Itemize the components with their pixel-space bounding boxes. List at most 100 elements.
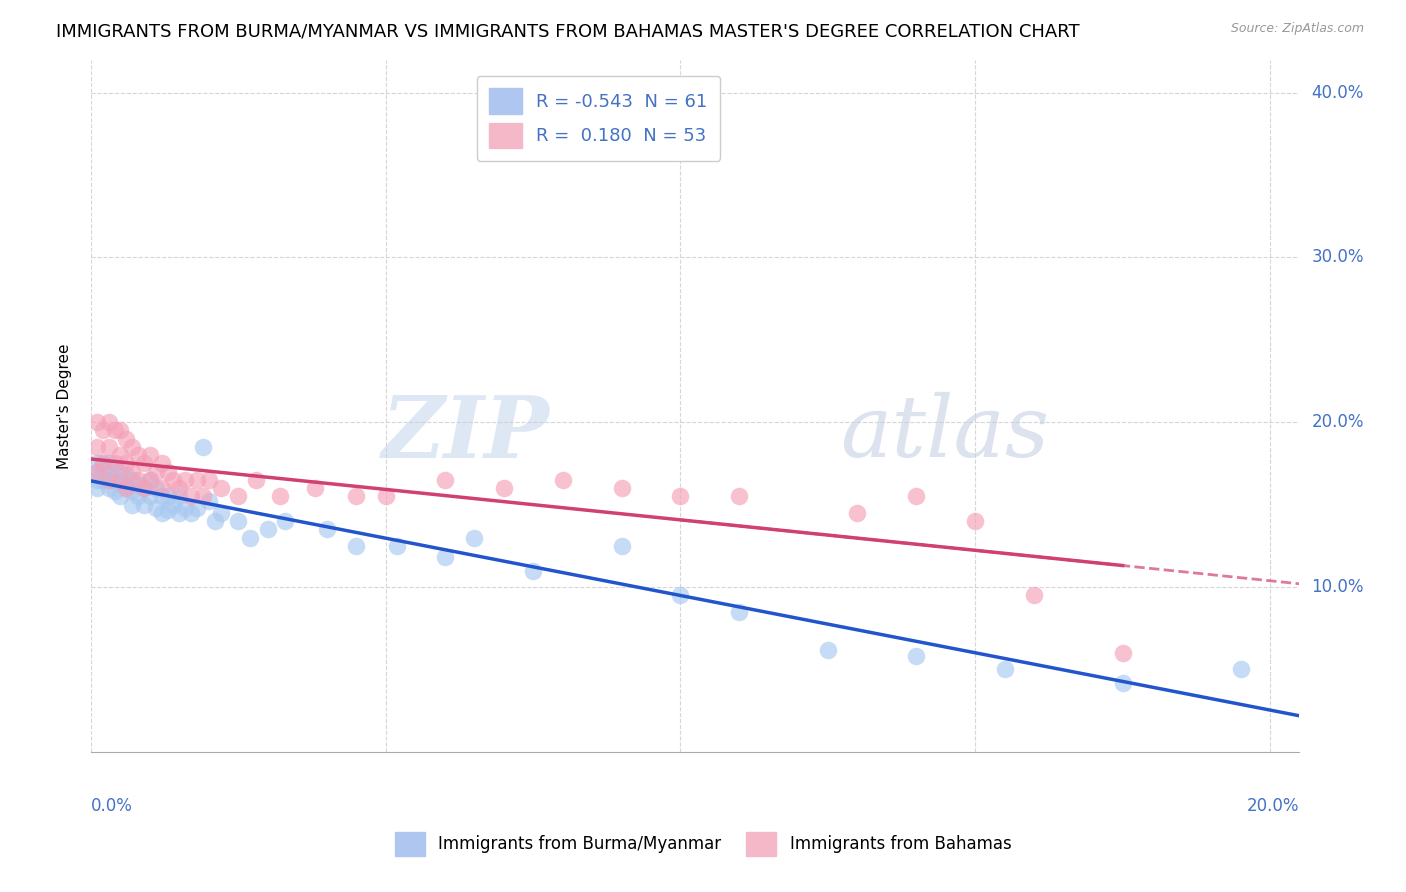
Point — [169, 481, 191, 495]
Point — [110, 490, 132, 504]
Legend: R = -0.543  N = 61, R =  0.180  N = 53: R = -0.543 N = 61, R = 0.180 N = 53 — [477, 76, 720, 161]
Point — [145, 500, 167, 515]
Point — [115, 457, 138, 471]
Point — [156, 465, 179, 479]
Point — [315, 522, 337, 536]
Point — [162, 498, 184, 512]
Point — [522, 564, 544, 578]
Point — [139, 473, 162, 487]
Point — [150, 457, 173, 471]
Point — [174, 473, 197, 487]
Point — [121, 440, 143, 454]
Point — [669, 490, 692, 504]
Point — [374, 490, 396, 504]
Point — [97, 457, 120, 471]
Text: 40.0%: 40.0% — [1312, 84, 1364, 102]
Point — [121, 498, 143, 512]
Text: 10.0%: 10.0% — [1312, 578, 1364, 596]
Y-axis label: Master's Degree: Master's Degree — [58, 343, 72, 468]
Point — [191, 440, 214, 454]
Point — [139, 490, 162, 504]
Point — [344, 539, 367, 553]
Point — [121, 484, 143, 499]
Text: atlas: atlas — [841, 392, 1049, 475]
Point — [86, 440, 108, 454]
Point — [169, 506, 191, 520]
Point — [1024, 588, 1046, 602]
Point — [127, 490, 149, 504]
Point — [256, 522, 278, 536]
Point — [139, 448, 162, 462]
Text: 20.0%: 20.0% — [1312, 413, 1364, 431]
Point — [132, 498, 155, 512]
Point — [91, 465, 114, 479]
Point — [198, 473, 221, 487]
Point — [115, 467, 138, 482]
Point — [97, 473, 120, 487]
Point — [174, 500, 197, 515]
Point — [127, 473, 149, 487]
Point — [115, 432, 138, 446]
Text: 30.0%: 30.0% — [1312, 248, 1364, 267]
Point — [180, 506, 202, 520]
Point — [728, 605, 751, 619]
Point — [91, 424, 114, 438]
Point — [86, 481, 108, 495]
Point — [344, 490, 367, 504]
Point — [610, 481, 633, 495]
Text: ZIP: ZIP — [382, 392, 550, 475]
Point — [121, 465, 143, 479]
Point — [127, 448, 149, 462]
Legend: Immigrants from Burma/Myanmar, Immigrants from Bahamas: Immigrants from Burma/Myanmar, Immigrant… — [385, 822, 1021, 866]
Point — [1111, 675, 1133, 690]
Point — [156, 490, 179, 504]
Point — [492, 481, 515, 495]
Text: Source: ZipAtlas.com: Source: ZipAtlas.com — [1230, 22, 1364, 36]
Point — [115, 481, 138, 495]
Point — [905, 490, 928, 504]
Point — [110, 476, 132, 491]
Point — [387, 539, 409, 553]
Point — [204, 514, 226, 528]
Point — [110, 448, 132, 462]
Point — [433, 550, 456, 565]
Point — [817, 642, 839, 657]
Point — [162, 473, 184, 487]
Point — [169, 490, 191, 504]
Point — [198, 494, 221, 508]
Point — [86, 473, 108, 487]
Point — [304, 481, 326, 495]
Point — [669, 588, 692, 602]
Point — [97, 481, 120, 495]
Point — [191, 490, 214, 504]
Point — [245, 473, 267, 487]
Point — [274, 514, 297, 528]
Point — [132, 457, 155, 471]
Point — [269, 490, 291, 504]
Point — [103, 424, 125, 438]
Point — [156, 502, 179, 516]
Point — [110, 473, 132, 487]
Point — [186, 473, 208, 487]
Point — [91, 473, 114, 487]
Point — [103, 484, 125, 499]
Point — [97, 467, 120, 482]
Point — [226, 514, 249, 528]
Point — [209, 506, 232, 520]
Point — [463, 531, 485, 545]
Point — [103, 473, 125, 487]
Point — [180, 490, 202, 504]
Point — [139, 473, 162, 487]
Point — [150, 506, 173, 520]
Point — [91, 457, 114, 471]
Point — [1229, 663, 1251, 677]
Point — [551, 473, 574, 487]
Point — [86, 465, 108, 479]
Text: 20.0%: 20.0% — [1247, 797, 1299, 815]
Point — [186, 500, 208, 515]
Point — [905, 649, 928, 664]
Point — [121, 473, 143, 487]
Point — [728, 490, 751, 504]
Point — [994, 663, 1017, 677]
Point — [110, 424, 132, 438]
